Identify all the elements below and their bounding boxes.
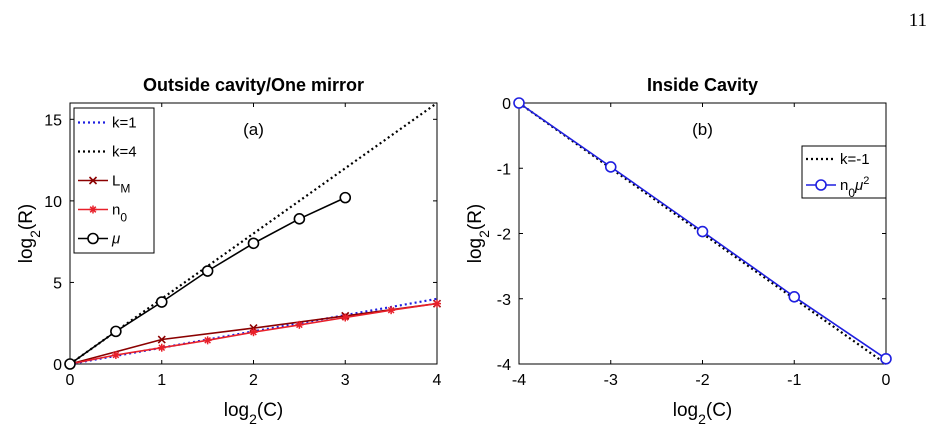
data-point <box>247 237 260 250</box>
x-axis-label: log2(C) <box>224 400 284 427</box>
legend-label: n0 <box>112 202 127 225</box>
y-tick-label: 0 <box>53 357 62 374</box>
data-point <box>89 205 97 214</box>
y-axis-label: log2(R) <box>16 204 43 264</box>
legend: k=-1 n0μ2 <box>801 145 887 200</box>
axis-ticks: -4 -3 -2 -1 0 0 -1 -2 -3 -4 <box>497 96 891 389</box>
y-tick-label: 10 <box>44 194 62 211</box>
y-tick-label: -1 <box>497 161 511 178</box>
data-point <box>513 97 525 109</box>
data-point <box>295 320 304 329</box>
data-point <box>880 352 892 365</box>
data-point <box>433 299 441 308</box>
data-point <box>64 358 76 370</box>
legend-item: LM <box>78 173 130 196</box>
panel-label: (b) <box>692 120 713 139</box>
x-tick-label: 0 <box>66 372 75 389</box>
legend-item: k=-1 <box>806 151 870 168</box>
y-tick-label: -2 <box>497 227 511 244</box>
y-tick-label: 15 <box>44 112 62 129</box>
legend-item: n0 <box>78 202 127 225</box>
legend-label: k=-1 <box>840 151 870 168</box>
legend-item: n0μ2 <box>806 175 869 200</box>
data-point <box>203 336 212 345</box>
chart-panel-b: Inside Cavity -4 -3 -2 -1 0 0 -1 -2 -3 -4 (b) k=-… <box>465 75 892 427</box>
y-tick-label: -4 <box>497 357 511 374</box>
data-point <box>387 306 396 315</box>
data-point <box>815 179 827 191</box>
y-axis-label: log2(R) <box>465 204 492 264</box>
series-line <box>69 102 438 365</box>
data-point <box>341 313 350 322</box>
chart-title: Inside Cavity <box>647 75 758 95</box>
data-point <box>696 225 709 238</box>
panel-label: (a) <box>243 120 264 139</box>
legend-item: k=4 <box>78 144 137 161</box>
x-tick-label: 1 <box>157 372 166 389</box>
data-point <box>88 176 98 185</box>
x-tick-label: 3 <box>341 372 350 389</box>
data-point <box>201 265 214 277</box>
legend-box <box>801 145 887 199</box>
x-tick-label: 4 <box>433 372 442 389</box>
y-tick-label: 5 <box>53 275 62 292</box>
legend-label: μ <box>111 231 120 248</box>
data-point <box>157 335 166 344</box>
x-tick-label: -3 <box>604 372 618 389</box>
data-point <box>788 290 801 303</box>
legend: k=1 k=4 LM n0 μ <box>73 107 155 254</box>
page-number: 11 <box>908 10 927 31</box>
chart-title: Outside cavity/One mirror <box>143 75 364 95</box>
series-n0mu2 <box>513 97 892 365</box>
series-mu <box>64 191 352 370</box>
x-tick-label: -2 <box>695 372 709 389</box>
x-tick-label: -4 <box>512 372 526 389</box>
data-point <box>87 232 99 245</box>
series-k4 <box>69 102 438 365</box>
legend-label: k=4 <box>112 144 137 161</box>
series-group <box>513 97 892 365</box>
legend-label: k=1 <box>112 115 137 132</box>
data-point <box>110 325 122 338</box>
y-tick-label: 0 <box>502 96 511 113</box>
legend-label: n0μ2 <box>840 175 869 200</box>
data-point <box>604 161 617 173</box>
legend-item: k=1 <box>78 115 137 132</box>
axis-ticks: 0 1 2 3 4 0 5 10 15 <box>44 103 442 389</box>
legend-label: LM <box>112 173 130 196</box>
data-point <box>155 296 168 308</box>
chart-panel-a: Outside cavity/One mirror 0 1 2 3 4 0 5 10 15 (a… <box>16 75 442 427</box>
series-group <box>64 102 442 370</box>
data-point <box>339 191 352 204</box>
data-point <box>111 351 120 360</box>
data-point <box>249 328 258 337</box>
data-point <box>157 343 166 352</box>
x-tick-label: 2 <box>249 372 258 389</box>
series-n0 <box>66 299 441 368</box>
data-point <box>293 213 306 225</box>
x-tick-label: -1 <box>787 372 801 389</box>
y-tick-label: -3 <box>497 292 511 309</box>
legend-item: μ <box>78 231 120 248</box>
x-axis-label: log2(C) <box>673 400 733 427</box>
x-tick-label: 0 <box>882 372 891 389</box>
